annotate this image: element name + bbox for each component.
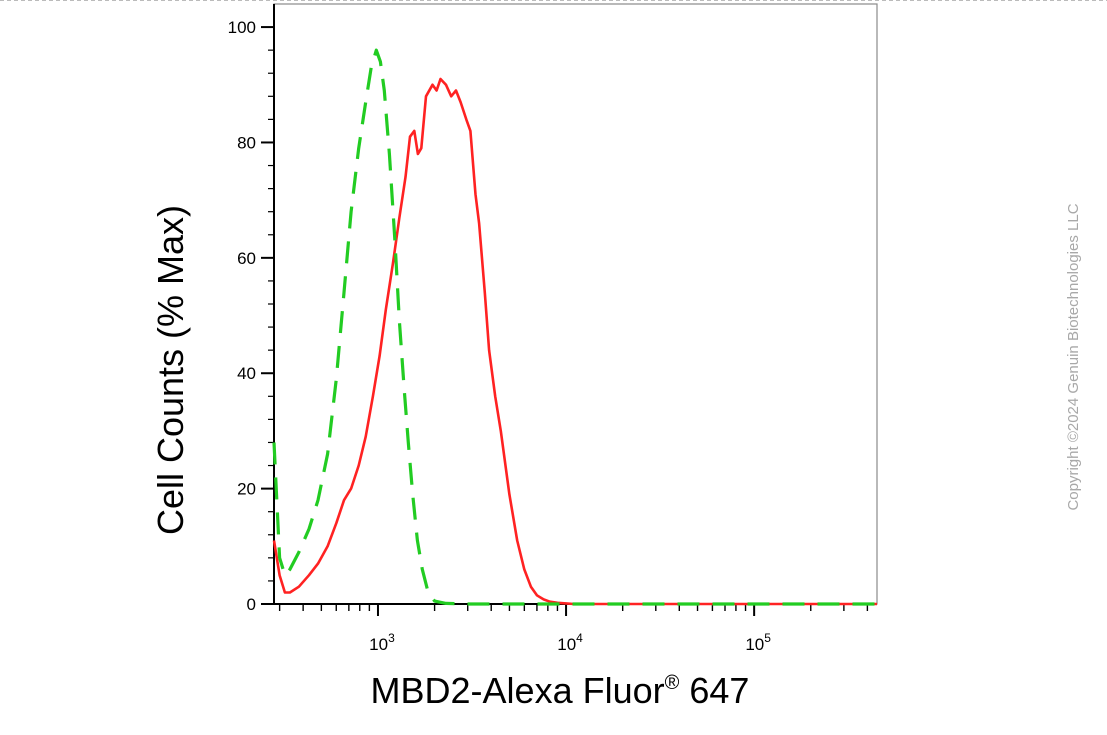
x-tick-label-exponent: 5 — [764, 631, 771, 645]
x-tick-label-base: 10 — [557, 635, 576, 654]
x-axis-title-registered-mark: ® — [665, 672, 680, 694]
series-line-green-dashed — [272, 48, 877, 606]
y-tick-label: 100 — [228, 18, 256, 37]
series-line-red-solid — [272, 77, 877, 606]
y-axis-title: Cell Counts (% Max) — [150, 205, 191, 535]
x-tick-label: 103 — [369, 631, 395, 654]
x-tick-label-base: 10 — [369, 635, 388, 654]
y-tick-label: 60 — [237, 249, 256, 268]
x-tick-label: 105 — [745, 631, 771, 654]
y-tick-label: 20 — [237, 480, 256, 499]
x-tick-label-base: 10 — [745, 635, 764, 654]
y-tick-label: 40 — [237, 364, 256, 383]
x-tick-label-exponent: 4 — [576, 631, 583, 645]
x-tick-label-exponent: 3 — [388, 631, 395, 645]
plot-frame — [273, 3, 878, 605]
y-tick-label: 80 — [237, 133, 256, 152]
series-layer — [272, 48, 877, 606]
y-axis-ticks: 0 20 40 60 80 100 — [228, 18, 274, 614]
x-axis-ticks: 103 104 105 — [278, 604, 869, 654]
x-axis-title-suffix: 647 — [679, 670, 749, 711]
y-tick-label: 0 — [247, 595, 256, 614]
x-tick-label: 104 — [557, 631, 583, 654]
x-axis-title: MBD2-Alexa Fluor® 647 — [371, 670, 750, 711]
copyright-watermark: Copyright ©2024 Genuin Biotechnologies L… — [1065, 203, 1082, 510]
x-axis-title-main: MBD2-Alexa Fluor — [371, 670, 665, 711]
